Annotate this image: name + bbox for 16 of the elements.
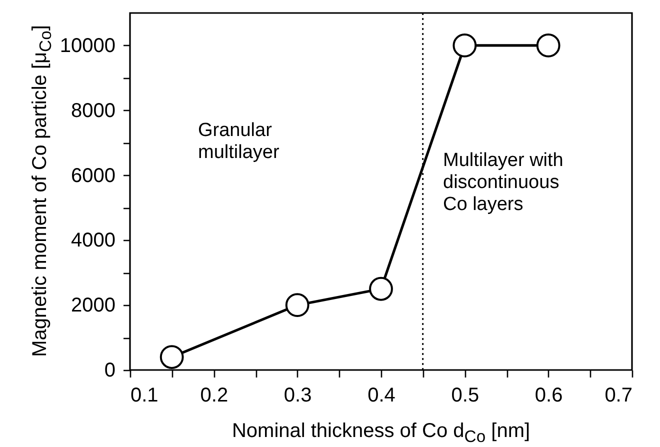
x-tick-label: 0.3 [284, 384, 312, 406]
annotation: Multilayer with discontinuous Co layers [443, 150, 564, 216]
x-tick-label: 0.6 [534, 384, 563, 406]
x-tick-label: 0.2 [200, 384, 228, 406]
y-tick-label: 8000 [71, 100, 116, 122]
y-tick-label: 0 [104, 360, 116, 382]
y-tick-label: 6000 [71, 164, 116, 187]
y-tick-label: 2000 [71, 294, 116, 317]
x-tick-label: 0.1 [130, 384, 158, 406]
x-tick-label: 0.5 [451, 384, 480, 406]
x-tick-label: 0.4 [368, 384, 396, 406]
y-tick-label: 10000 [60, 34, 116, 57]
y-tick-label: 4000 [71, 230, 116, 252]
x-tick-label: 0.7 [604, 384, 632, 406]
annotation: Granular multilayer [198, 120, 280, 164]
x-axis-title: Nominal thickness of Co d$_{Co}$ [nm] [232, 420, 530, 446]
